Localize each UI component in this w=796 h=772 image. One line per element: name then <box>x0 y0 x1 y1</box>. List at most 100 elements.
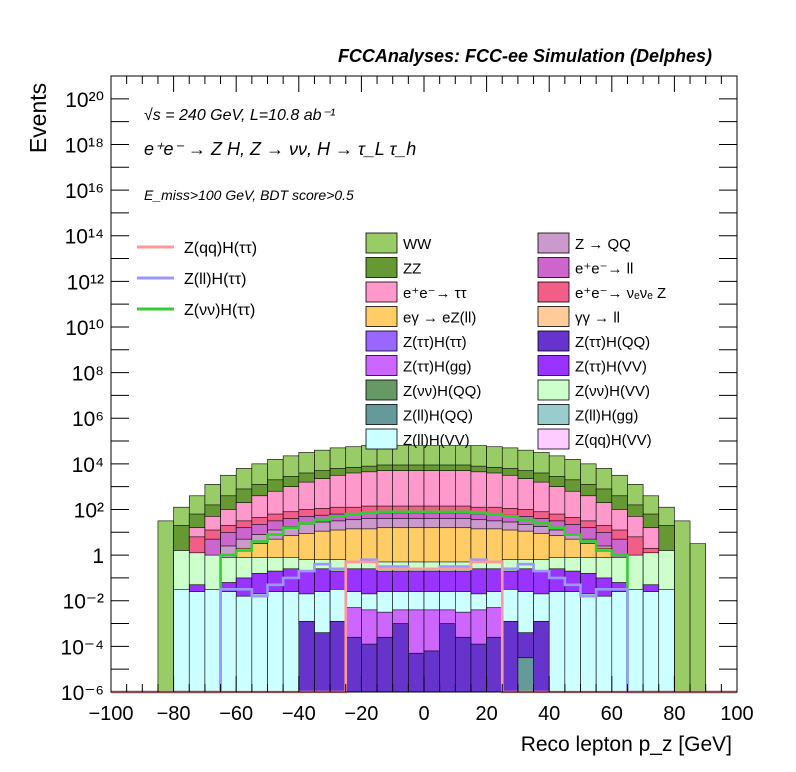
legend-label: Z(ll)H(VV) <box>403 432 470 449</box>
legend-swatch <box>537 232 570 254</box>
histogram-bar <box>157 520 174 693</box>
x-tick-label: 20 <box>475 703 497 725</box>
y-tick-label: 10⁻⁴ <box>61 636 104 659</box>
y-tick-label: 10⁻⁶ <box>61 682 104 705</box>
x-tick-label: 0 <box>418 703 429 725</box>
legend-label: Z(νν)H(VV) <box>575 383 650 400</box>
x-tick-label: −20 <box>344 703 378 725</box>
legend-label: e⁺e⁻→ ττ <box>403 285 467 302</box>
layer-12 <box>517 657 534 693</box>
legend-label: WW <box>403 236 432 253</box>
legend-swatch <box>365 306 398 327</box>
y-axis-label: Events <box>25 83 51 153</box>
y-tick-label: 1 <box>92 545 104 568</box>
histogram-bar <box>564 591 581 693</box>
y-tick-label: 10¹² <box>67 271 104 294</box>
histogram-bar <box>627 589 644 693</box>
chart-title: FCCAnalyses: FCC-ee Simulation (Delphes) <box>338 46 712 66</box>
legend-swatch <box>365 257 398 278</box>
layer-11 <box>298 620 550 693</box>
y-tick-label: 10¹⁴ <box>65 226 104 249</box>
legend-label: γγ → ll <box>575 310 620 327</box>
x-tick-label: −60 <box>219 703 253 725</box>
histogram-bar <box>642 591 660 693</box>
legend-swatch <box>537 281 570 303</box>
x-tick-label: 40 <box>538 703 560 725</box>
x-tick-label: −100 <box>88 703 133 725</box>
legend-swatch <box>365 404 398 425</box>
legend-swatch <box>365 379 398 401</box>
y-tick-label: 10²⁰ <box>65 89 104 112</box>
legend-label: Z(ll)H(ττ) <box>184 271 246 288</box>
histogram-bar <box>470 643 487 693</box>
histogram-bar <box>611 591 628 693</box>
histogram-bar <box>376 636 393 693</box>
histogram-bar <box>486 636 503 693</box>
legend-label: e⁺e⁻→ ll <box>575 261 633 278</box>
histogram-bar <box>658 589 675 693</box>
legend-swatch <box>537 404 570 425</box>
axes: −100 −80 −60 −40 −20 0 20 40 60 80 100 10⁻⁶ 10⁻⁴ 10⁻²… <box>61 75 754 725</box>
y-tick-label: 10² <box>74 499 104 522</box>
histogram-bar <box>423 650 440 693</box>
legend-label: Z(νν)H(ττ) <box>184 302 255 319</box>
legend-label: Z(ττ)H(VV) <box>575 359 647 376</box>
histogram-bar <box>251 593 268 693</box>
legend-swatch <box>537 257 570 278</box>
histogram-bar <box>595 595 613 693</box>
legend-label: Z(qq)H(ττ) <box>184 240 257 257</box>
legend-swatch <box>365 330 398 352</box>
histogram-bar <box>220 591 237 693</box>
legend-swatch <box>537 428 570 450</box>
histogram-bar <box>361 643 378 693</box>
legend-label: eγ → eZ(ll) <box>403 310 476 327</box>
histogram-bar <box>282 591 300 693</box>
legend-label: e⁺e⁻→ νₑνₑ Z <box>575 285 666 302</box>
legend-swatch <box>537 379 570 401</box>
legend-label: ZZ <box>403 261 421 278</box>
histogram-bar <box>501 620 519 693</box>
histogram-bar <box>188 591 206 693</box>
legend-label: Z(qq)H(VV) <box>575 432 652 449</box>
legend-swatch <box>537 355 570 376</box>
y-tick-label: 10¹⁰ <box>65 317 104 340</box>
histogram-bar <box>329 620 347 693</box>
legend-swatch <box>365 281 398 303</box>
legend-label: Z(ττ)H(gg) <box>403 359 472 376</box>
legend-swatch <box>365 355 398 376</box>
histogram-bar <box>345 636 362 693</box>
legend-swatch <box>365 428 398 450</box>
legend-label: Z(ττ)H(ττ) <box>403 334 467 351</box>
y-tick-label: 10¹⁶ <box>65 180 104 203</box>
x-tick-label: −40 <box>282 703 316 725</box>
x-tick-label: 80 <box>663 703 685 725</box>
histogram-bar <box>674 520 691 693</box>
legend-swatch <box>365 232 398 254</box>
histogram-bar <box>454 636 472 693</box>
background-legend: WW Z → QQ ZZ e⁺e⁻→ ll e⁺e⁻→ ττ e⁺e⁻→ νₑνₑ Z eγ… <box>365 232 666 450</box>
annotation-energy: √s = 240 GeV, L=10.8 ab⁻¹ <box>144 107 335 124</box>
histogram-bar <box>267 591 284 693</box>
histogram-bar <box>173 589 190 693</box>
histogram-bar <box>533 620 550 693</box>
histogram-bar <box>392 623 409 693</box>
x-tick-label: −80 <box>157 703 191 725</box>
histogram-bar <box>689 543 706 693</box>
histogram-bar <box>580 593 597 693</box>
x-axis-label: Reco lepton p_z [GeV] <box>521 733 732 756</box>
annotation-cuts: E_miss>100 GeV, BDT score>0.5 <box>144 187 354 203</box>
histogram-bar <box>408 652 425 693</box>
histogram-bar <box>439 623 456 693</box>
y-tick-label: 10⁴ <box>72 454 104 477</box>
x-tick-label: 60 <box>601 703 623 725</box>
legend-label: Z → QQ <box>575 236 631 253</box>
histogram-bar <box>235 595 253 693</box>
histogram-bar <box>517 657 534 693</box>
legend-label: Z(ll)H(gg) <box>575 408 638 425</box>
legend-label: Z(ll)H(QQ) <box>403 408 473 425</box>
annotation-process: e⁺e⁻ → Z H, Z → νν, H → τ_L τ_h <box>144 139 416 159</box>
legend-swatch <box>537 330 570 352</box>
histogram-bar <box>298 620 315 693</box>
signal-legend: Z(qq)H(ττ) Z(ll)H(ττ) Z(νν)H(ττ) <box>137 240 257 319</box>
